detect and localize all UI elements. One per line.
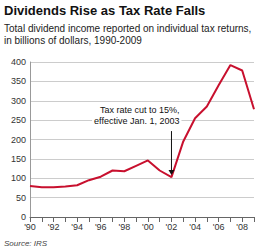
svg-text:effective Jan. 1, 2003: effective Jan. 1, 2003: [94, 116, 179, 126]
svg-text:Source: IRS: Source: IRS: [4, 239, 48, 248]
svg-text:'98: '98: [118, 222, 130, 232]
svg-text:150: 150: [11, 154, 26, 164]
svg-text:250: 250: [11, 115, 26, 125]
svg-text:'92: '92: [48, 222, 60, 232]
svg-text:Tax rate cut to 15%,: Tax rate cut to 15%,: [100, 105, 180, 115]
svg-text:300: 300: [11, 96, 26, 106]
svg-text:350: 350: [11, 76, 26, 86]
svg-text:'96: '96: [95, 222, 107, 232]
svg-text:'08: '08: [236, 222, 248, 232]
svg-text:50: 50: [16, 193, 26, 203]
svg-text:'04: '04: [189, 222, 201, 232]
svg-text:Dividends Rise as Tax Rate Fal: Dividends Rise as Tax Rate Falls: [4, 3, 205, 18]
svg-text:400: 400: [11, 57, 26, 67]
svg-text:0: 0: [21, 212, 26, 222]
svg-text:'90: '90: [24, 222, 36, 232]
svg-text:Total dividend income reported: Total dividend income reported on indivi…: [4, 23, 254, 34]
svg-text:'00: '00: [142, 222, 154, 232]
svg-text:'06: '06: [213, 222, 225, 232]
svg-text:in billions of dollars, 1990-2: in billions of dollars, 1990-2009: [4, 35, 142, 46]
svg-text:100: 100: [11, 173, 26, 183]
svg-text:'02: '02: [166, 222, 178, 232]
svg-text:'94: '94: [71, 222, 83, 232]
svg-text:200: 200: [11, 135, 26, 145]
